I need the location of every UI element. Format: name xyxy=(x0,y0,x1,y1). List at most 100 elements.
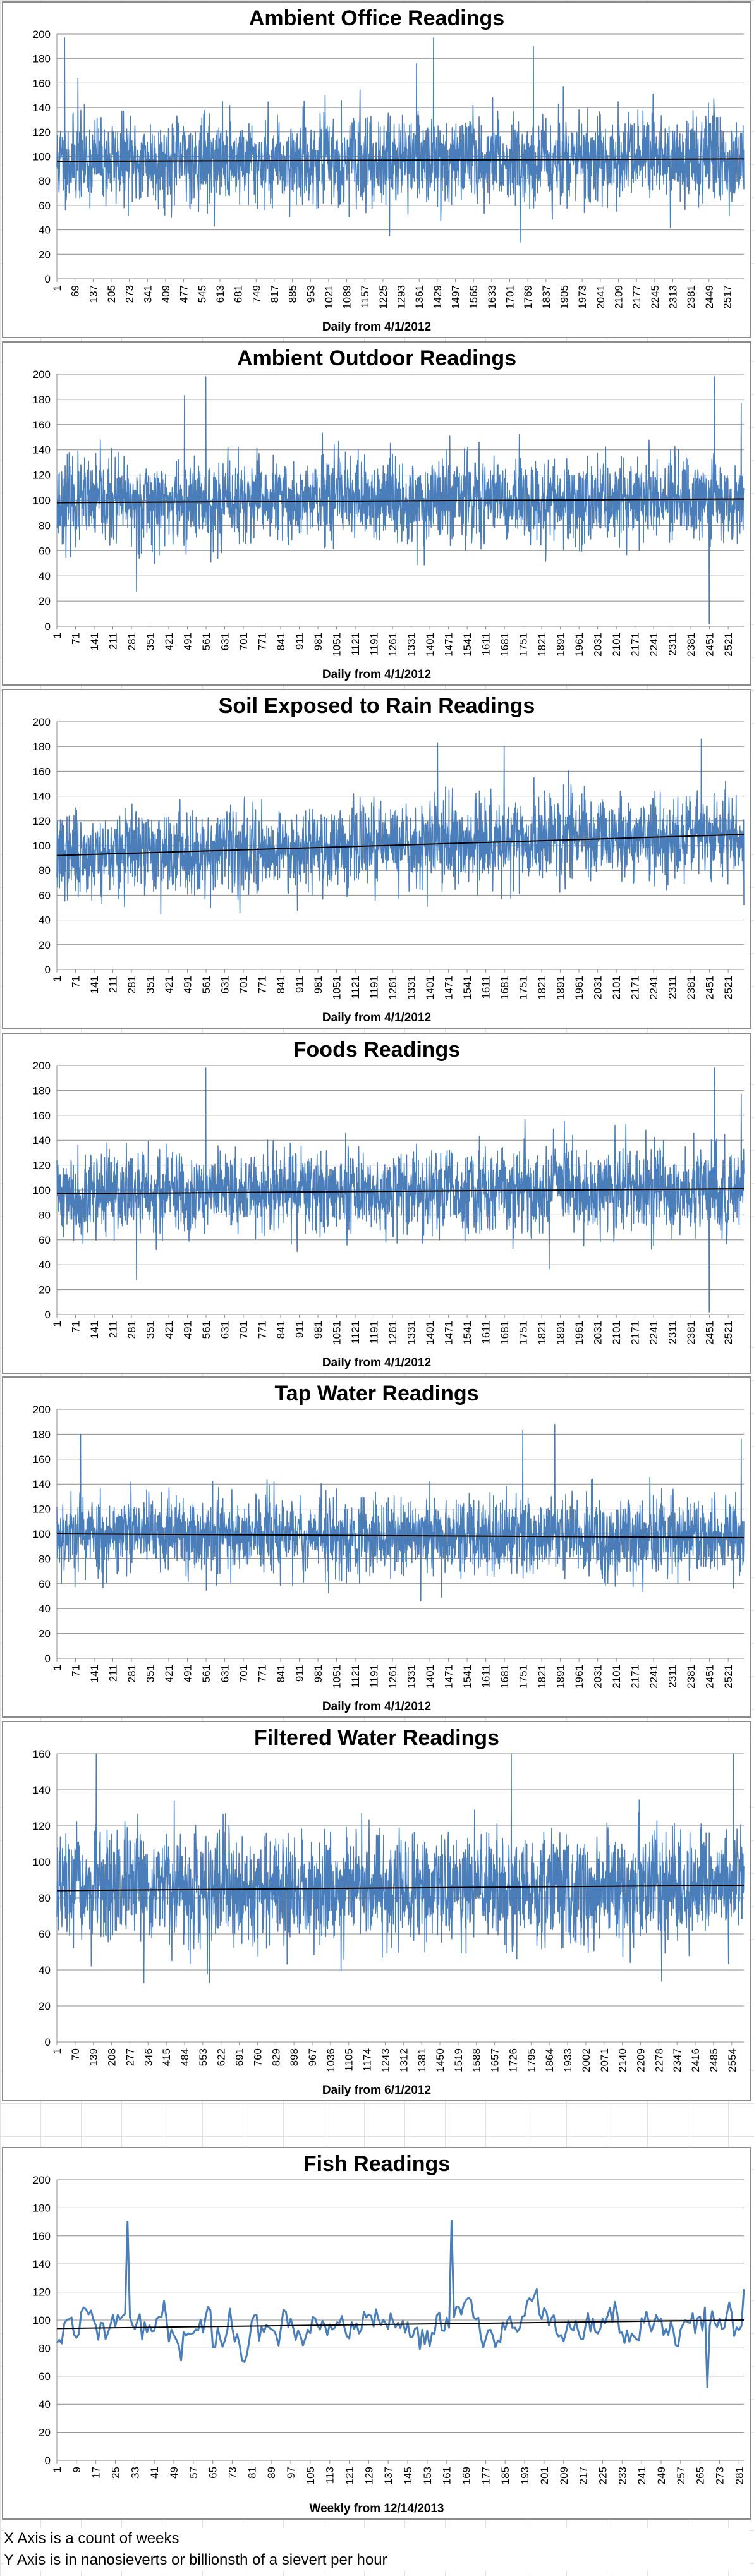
chart-soil-exposed-to-rain-xtick-26: 1821 xyxy=(536,976,548,1000)
chart-soil-exposed-to-rain-xtick-30: 2101 xyxy=(611,976,623,1000)
chart-ambient-office-xtick-2: 137 xyxy=(87,285,99,303)
chart-filtered-water-ytick-3: 60 xyxy=(39,1928,51,1940)
chart-foods-xtick-8: 561 xyxy=(200,1321,212,1339)
chart-soil-exposed-to-rain[interactable]: Soil Exposed to Rain Readings 0 20 40 60 80 10… xyxy=(2,689,751,1029)
chart-fish[interactable]: Fish Readings 0 20 40 60 80 100 120 140 160 180 200… xyxy=(2,2147,751,2520)
chart-soil-exposed-to-rain-xtick-6: 421 xyxy=(163,976,175,993)
chart-ambient-office-xtick-19: 1293 xyxy=(396,285,408,309)
chart-fish-ytick-10: 200 xyxy=(33,2174,51,2186)
chart-ambient-outdoor-series-line-0 xyxy=(56,376,745,624)
chart-tap-water-xtick-1: 71 xyxy=(70,1665,82,1677)
chart-soil-exposed-to-rain-xtick-8: 561 xyxy=(200,976,212,993)
chart-tap-water-xtick-2: 141 xyxy=(88,1665,100,1682)
chart-filtered-water-xtick-30: 2071 xyxy=(599,2048,611,2072)
chart-ambient-outdoor-xtick-26: 1821 xyxy=(536,633,548,657)
chart-soil-exposed-to-rain-ytick-8: 160 xyxy=(33,765,51,777)
note-y-axis: Y Axis is in nanosieverts or billionsth … xyxy=(4,2551,387,2568)
chart-foods[interactable]: Foods Readings 0 20 40 60 80 100 120 140 160 180 20… xyxy=(2,1033,751,1374)
chart-fish-xtick-4: 33 xyxy=(129,2467,141,2479)
chart-foods-ytick-8: 160 xyxy=(33,1110,51,1122)
chart-foods-ytick-2: 40 xyxy=(39,1259,51,1271)
chart-foods-xtick-7: 491 xyxy=(182,1321,194,1339)
chart-soil-exposed-to-rain-xtick-15: 1051 xyxy=(331,976,343,1000)
chart-fish-ytick-5: 100 xyxy=(33,2314,51,2326)
chart-filtered-water[interactable]: Filtered Water Readings 0 20 40 60 80 100 120 14… xyxy=(2,1721,751,2101)
chart-fish-xtick-21: 169 xyxy=(461,2467,473,2484)
chart-foods-xtick-2: 141 xyxy=(88,1321,100,1339)
chart-filtered-water-ytick-6: 120 xyxy=(33,1820,51,1832)
chart-foods-ytick-3: 60 xyxy=(39,1234,51,1246)
chart-ambient-outdoor-plot: Ambient Outdoor Readings 0 20 40 60 80 100 120 1… xyxy=(33,346,745,681)
chart-tap-water-xtick-36: 2521 xyxy=(722,1665,734,1689)
chart-foods-xtick-10: 701 xyxy=(238,1321,250,1339)
chart-ambient-office-xtick-15: 1021 xyxy=(323,285,335,309)
chart-foods-ytick-7: 140 xyxy=(33,1134,51,1146)
chart-ambient-office-xtick-31: 2109 xyxy=(613,285,625,309)
chart-ambient-outdoor-xtick-15: 1051 xyxy=(331,633,343,657)
chart-soil-exposed-to-rain-xtick-5: 351 xyxy=(145,976,157,993)
chart-fish-ytick-3: 60 xyxy=(39,2371,51,2383)
chart-ambient-office[interactable]: Ambient Office Readings 0 20 40 60 80 100 120 14… xyxy=(2,1,751,338)
chart-ambient-office-xtick-37: 2517 xyxy=(721,285,733,309)
chart-filtered-water-xtick-20: 1381 xyxy=(416,2048,428,2072)
chart-filtered-water-xtick-28: 1933 xyxy=(562,2048,574,2072)
chart-soil-exposed-to-rain-xtick-1: 71 xyxy=(70,976,82,988)
chart-foods-xtick-21: 1471 xyxy=(443,1321,455,1345)
chart-foods-xtick-26: 1821 xyxy=(536,1321,548,1345)
chart-soil-exposed-to-rain-ytick-2: 40 xyxy=(39,914,51,927)
chart-tap-water[interactable]: Tap Water Readings 0 20 40 60 80 100 120 140 160 1… xyxy=(2,1376,751,1718)
chart-ambient-office-xtick-9: 613 xyxy=(214,285,226,303)
chart-soil-exposed-to-rain-xtick-13: 911 xyxy=(294,976,306,993)
chart-ambient-outdoor-ytick-10: 200 xyxy=(33,368,51,380)
chart-soil-exposed-to-rain-ytick-3: 60 xyxy=(39,889,51,901)
chart-fish-xtick-16: 129 xyxy=(363,2467,375,2484)
chart-ambient-office-ytick-0: 0 xyxy=(45,273,51,285)
chart-tap-water-ytick-8: 160 xyxy=(33,1454,51,1466)
chart-foods-xtick-1: 71 xyxy=(70,1321,82,1333)
chart-filtered-water-xtick-37: 2554 xyxy=(726,2048,738,2072)
chart-ambient-office-xtick-18: 1225 xyxy=(377,285,389,309)
chart-foods-xtick-18: 1261 xyxy=(387,1321,399,1345)
chart-ambient-outdoor[interactable]: Ambient Outdoor Readings 0 20 40 60 80 100 120 1… xyxy=(2,341,751,686)
chart-tap-water-plot: Tap Water Readings 0 20 40 60 80 100 120 140 160 1… xyxy=(33,1382,745,1713)
chart-foods-xtick-31: 2171 xyxy=(629,1321,642,1345)
chart-ambient-office-xtick-33: 2245 xyxy=(649,285,661,309)
chart-ambient-outdoor-xtick-2: 141 xyxy=(88,633,100,650)
chart-fish-xtick-20: 161 xyxy=(441,2467,453,2484)
chart-filtered-water-xtick-5: 346 xyxy=(142,2048,154,2066)
chart-soil-exposed-to-rain-xtick-0: 1 xyxy=(51,976,63,981)
chart-ambient-office-plot: Ambient Office Readings02040608010012014… xyxy=(33,6,745,334)
chart-tap-water-xtick-21: 1471 xyxy=(443,1665,455,1689)
chart-ambient-office-xtick-5: 341 xyxy=(142,285,154,303)
chart-ambient-office-xtick-4: 273 xyxy=(124,285,136,303)
chart-soil-exposed-to-rain-xtick-31: 2171 xyxy=(629,976,642,1000)
chart-soil-exposed-to-rain-series-line-0 xyxy=(56,738,745,915)
chart-filtered-water-xlabel: Daily from 6/1/2012 xyxy=(322,2084,431,2097)
chart-soil-exposed-to-rain-xtick-7: 491 xyxy=(182,976,194,993)
chart-ambient-office-xtick-30: 2041 xyxy=(595,285,607,309)
chart-foods-xtick-35: 2451 xyxy=(704,1321,716,1345)
chart-ambient-outdoor-ytick-2: 40 xyxy=(39,570,51,582)
chart-fish-xtick-27: 217 xyxy=(578,2467,590,2484)
chart-fish-xtick-7: 57 xyxy=(188,2467,200,2479)
chart-ambient-outdoor-xlabel: Daily from 4/1/2012 xyxy=(322,668,431,681)
chart-foods-xtick-5: 351 xyxy=(145,1321,157,1339)
chart-fish-title: Fish Readings xyxy=(303,2152,450,2176)
chart-tap-water-ytick-1: 20 xyxy=(39,1628,51,1640)
chart-tap-water-xtick-13: 911 xyxy=(294,1665,306,1682)
chart-filtered-water-xtick-23: 1588 xyxy=(471,2048,483,2072)
chart-ambient-office-series-line-0 xyxy=(56,37,745,243)
chart-tap-water-xtick-19: 1331 xyxy=(406,1665,418,1689)
chart-foods-xtick-14: 981 xyxy=(312,1321,324,1339)
chart-ambient-office-xtick-12: 817 xyxy=(269,285,281,303)
chart-filtered-water-xtick-36: 2485 xyxy=(708,2048,720,2072)
chart-ambient-office-xtick-25: 1701 xyxy=(504,285,516,309)
chart-filtered-water-xtick-34: 2347 xyxy=(671,2048,683,2072)
chart-ambient-outdoor-trendline xyxy=(56,498,745,504)
chart-filtered-water-xtick-22: 1519 xyxy=(453,2048,465,2072)
chart-foods-xtick-0: 1 xyxy=(51,1321,63,1327)
chart-fish-xtick-10: 81 xyxy=(246,2467,258,2479)
chart-ambient-outdoor-xtick-3: 211 xyxy=(107,633,119,650)
chart-fish-xtick-13: 105 xyxy=(305,2467,317,2484)
chart-tap-water-ytick-5: 100 xyxy=(33,1528,51,1540)
